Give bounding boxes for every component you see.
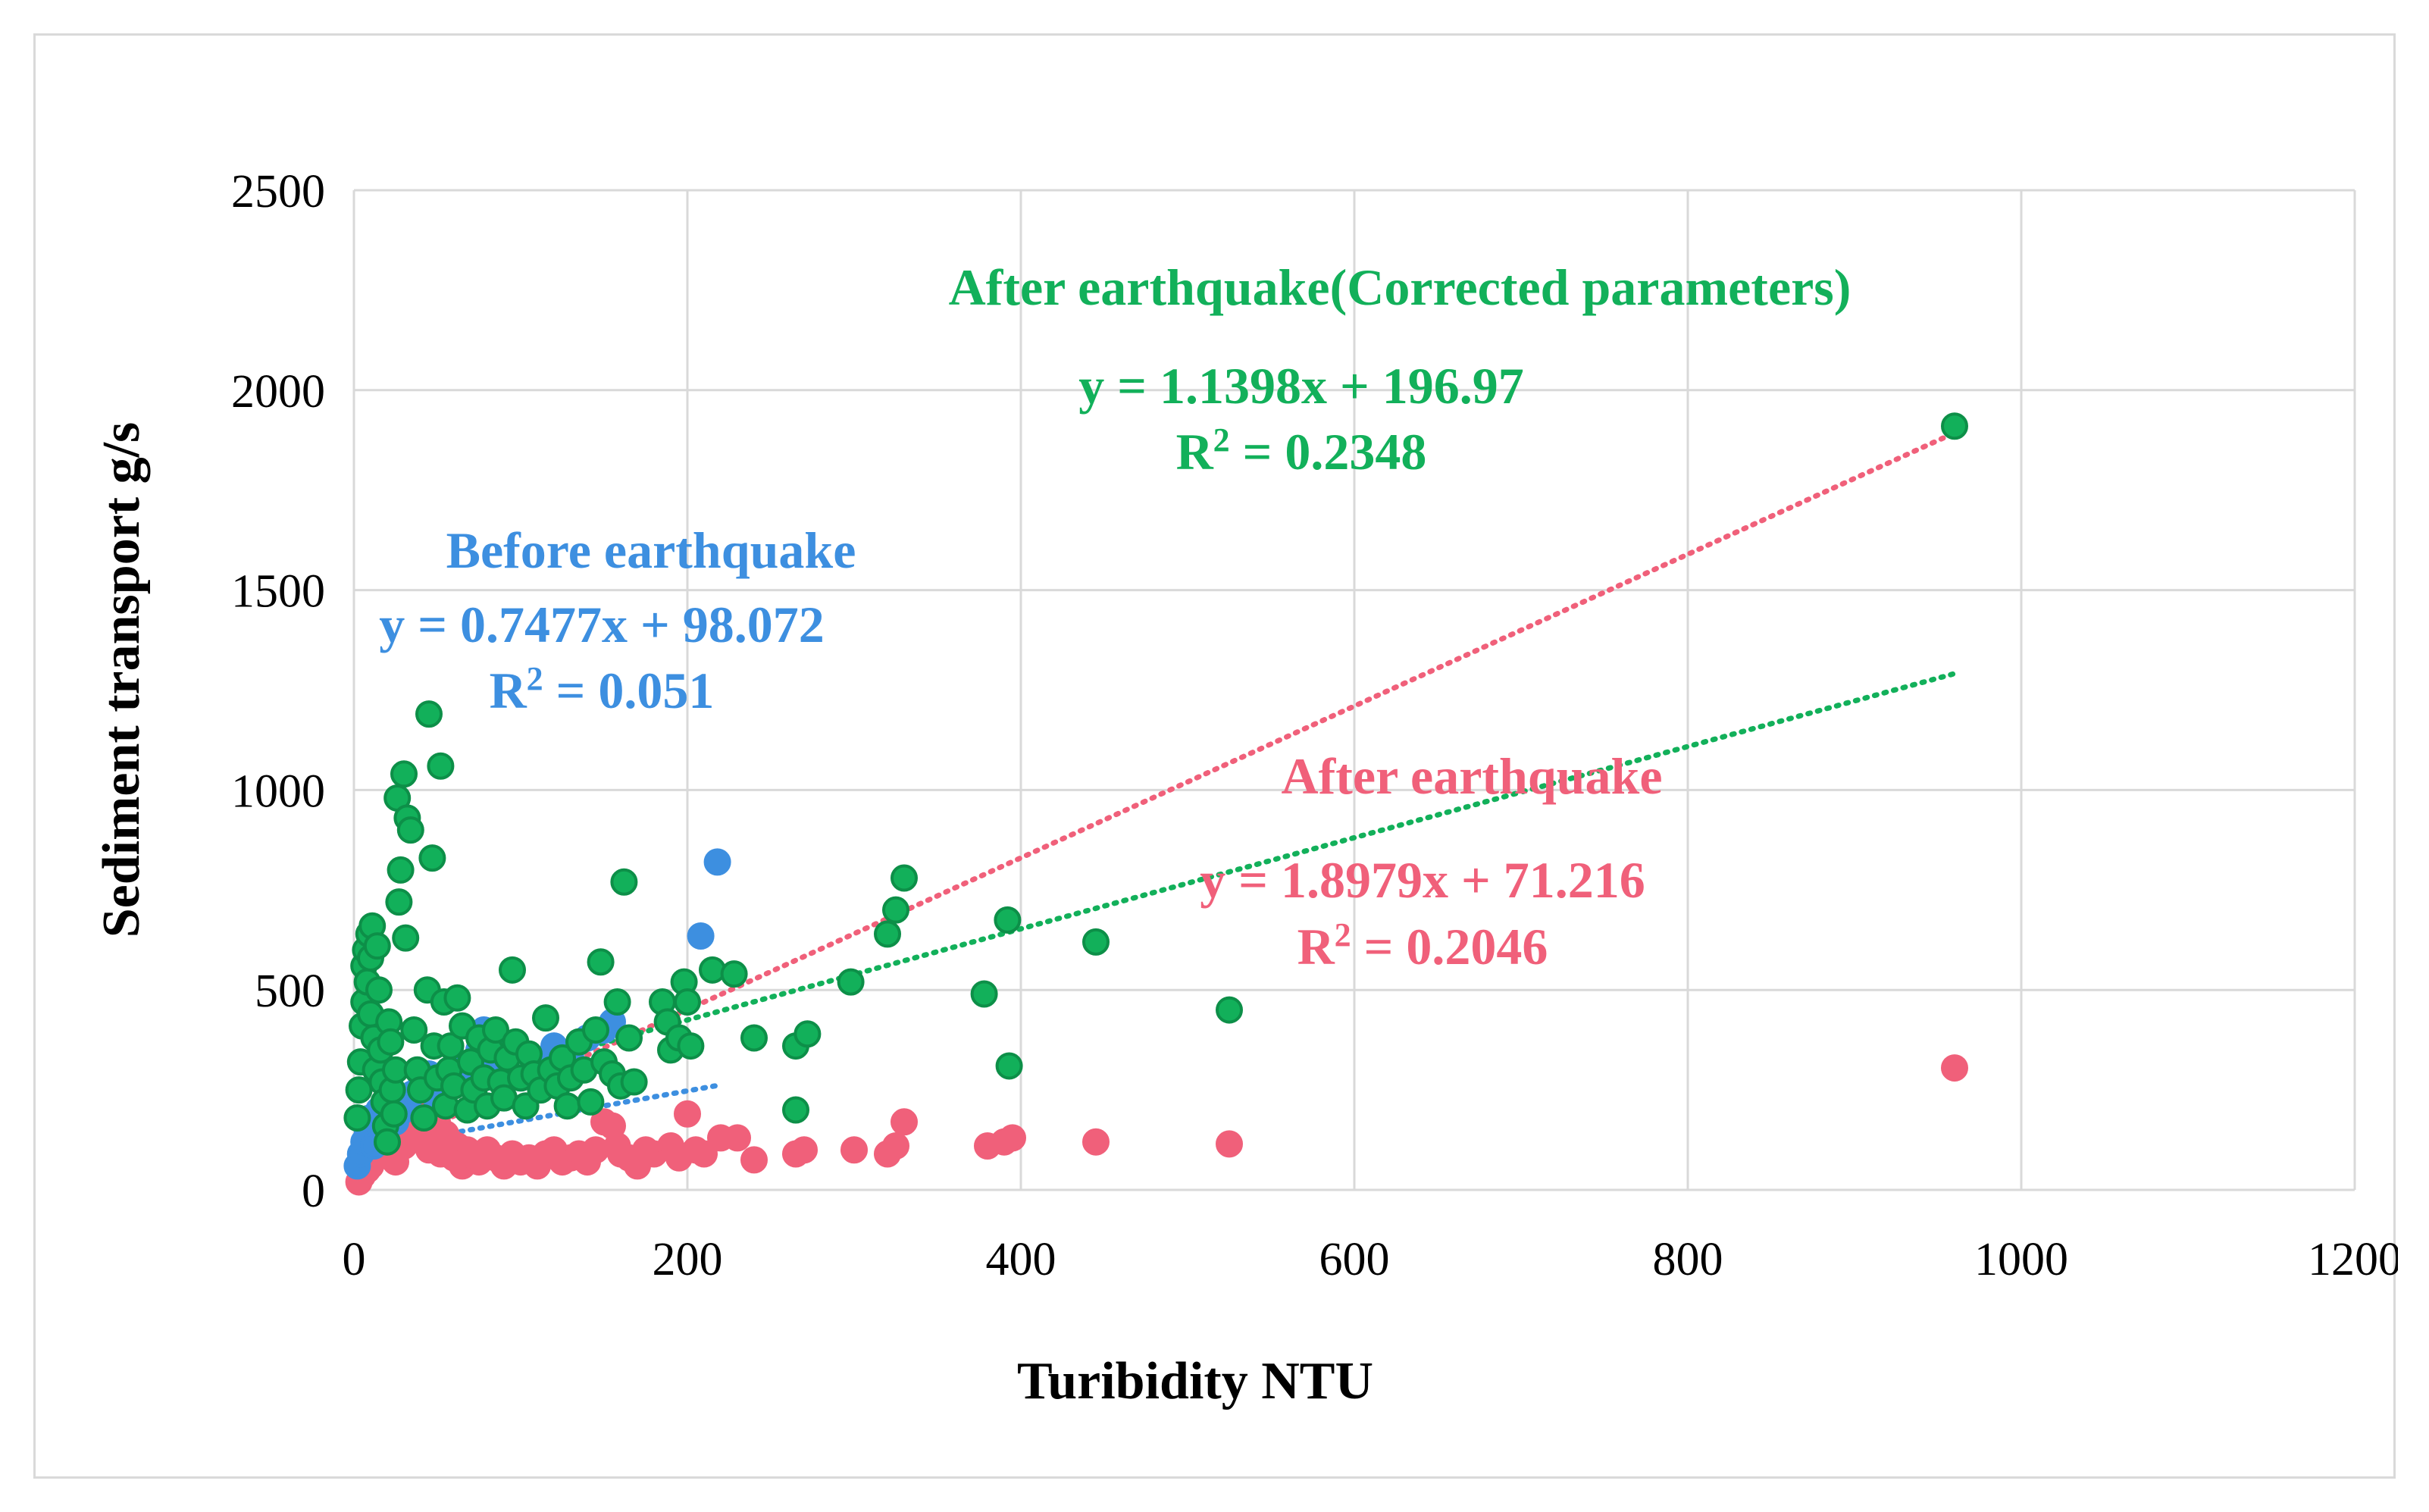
- corrected-parameters-point: [345, 1076, 373, 1104]
- y-tick-label: 2500: [231, 166, 325, 218]
- after-earthquake-point: [840, 1136, 868, 1164]
- after-earthquake-point: [1082, 1128, 1110, 1156]
- x-axis-title: Turibidity NTU: [1017, 1352, 1373, 1410]
- x-tick-label: 0: [343, 1234, 366, 1285]
- corrected-parameters-point: [385, 888, 413, 916]
- corrected-parameters-point: [415, 700, 443, 728]
- before-earthquake-point: [687, 922, 715, 950]
- y-tick-label: 500: [255, 966, 325, 1017]
- corrected-parameters-point: [874, 920, 901, 948]
- corrected-parameters-point: [443, 984, 471, 1012]
- corrected-parameters-point: [970, 980, 998, 1008]
- corrected-parameters-point: [427, 752, 455, 780]
- x-tick-label: 1000: [1974, 1234, 2068, 1285]
- after-series-equation: y = 1.8979x + 71.216: [1200, 851, 1645, 909]
- corrected-parameters-point: [418, 844, 446, 872]
- after-earthquake-point: [999, 1124, 1026, 1152]
- corrected-parameters-point: [553, 1092, 581, 1120]
- before-series-label: Before earthquake: [446, 521, 856, 579]
- corrected-parameters-point: [499, 956, 526, 984]
- corrected-parameters-point: [392, 924, 420, 952]
- before-series-equation: y = 0.7477x + 98.072: [379, 596, 825, 653]
- corrected-parameters-point: [740, 1024, 768, 1052]
- after-earthquake-point: [724, 1124, 751, 1152]
- corrected-parameters-point: [793, 1020, 822, 1048]
- corrected-parameters-point: [363, 932, 391, 960]
- corrected-parameters-point: [1941, 412, 1968, 440]
- corrected-parameters-point: [343, 1104, 371, 1132]
- after-series-r2: R2 = 0.2046: [1297, 916, 1548, 976]
- corrected-parameters-point: [782, 1096, 809, 1124]
- after-earthquake-point: [582, 1136, 609, 1164]
- corrected-parameters-point: [410, 1104, 438, 1132]
- corrected-parameters-point: [377, 1028, 405, 1056]
- grid-lines: [352, 189, 2356, 1191]
- corrected-parameters-point: [582, 1016, 609, 1044]
- corrected-parameters-point: [587, 948, 615, 976]
- corrected-parameters-point: [482, 1016, 509, 1044]
- x-tick-label: 600: [1319, 1234, 1390, 1285]
- corrected-series-equation: y = 1.1398x + 196.97: [1078, 357, 1524, 415]
- after-earthquake-point: [891, 1108, 918, 1136]
- corrected-parameters-point: [995, 1052, 1023, 1080]
- y-axis-title: Sediment transport g/s: [92, 422, 151, 938]
- scatter-chart: 0 200 400 600 800 1000 1200 0 500 1000 1500 2000 25…: [92, 166, 2399, 1410]
- x-tick-label: 1200: [2308, 1234, 2398, 1285]
- y-axis-ticks: 0 500 1000 1500 2000 2500: [231, 166, 325, 1217]
- y-tick-label: 0: [302, 1166, 325, 1217]
- corrected-parameters-point: [603, 988, 631, 1016]
- corrected-parameters-point: [1216, 996, 1243, 1024]
- corrected-parameters-point: [365, 976, 393, 1004]
- x-tick-label: 800: [1653, 1234, 1723, 1285]
- corrected-parameters-point: [620, 1068, 648, 1096]
- corrected-parameters-point: [891, 864, 918, 892]
- corrected-parameters-point: [396, 816, 424, 844]
- after-earthquake-point: [882, 1132, 909, 1160]
- after-earthquake-point: [740, 1146, 768, 1174]
- after-earthquake-point: [1941, 1054, 1968, 1082]
- after-series-label: After earthquake: [1282, 747, 1663, 805]
- corrected-parameters-point: [532, 1004, 559, 1032]
- corrected-parameters-point: [610, 868, 638, 896]
- corrected-parameters-point: [437, 1032, 465, 1060]
- corrected-parameters-point: [387, 856, 415, 884]
- corrected-parameters-point: [674, 988, 701, 1016]
- before-series-r2: R2 = 0.051: [490, 660, 715, 720]
- after-earthquake-point: [790, 1136, 818, 1164]
- corrected-parameters-point: [720, 960, 748, 988]
- corrected-parameters-point: [615, 1024, 643, 1052]
- corrected-parameters-point: [374, 1128, 401, 1156]
- x-tick-label: 400: [986, 1234, 1056, 1285]
- corrected-parameters-point: [380, 1100, 408, 1128]
- x-tick-label: 200: [653, 1234, 723, 1285]
- corrected-series-label: After earthquake(Corrected parameters): [949, 258, 1851, 316]
- corrected-series-r2: R2 = 0.2348: [1176, 421, 1427, 481]
- y-tick-label: 2000: [231, 366, 325, 418]
- after-earthquake-point: [1216, 1130, 1243, 1158]
- corrected-parameters-point: [400, 1016, 428, 1044]
- corrected-parameters-point: [994, 906, 1022, 934]
- after-earthquake-point: [674, 1100, 701, 1128]
- data-points: [343, 412, 1968, 1196]
- corrected-parameters-point: [1082, 928, 1110, 956]
- corrected-parameters-point: [882, 896, 909, 924]
- after-earthquake-point: [690, 1140, 718, 1168]
- y-tick-label: 1500: [231, 566, 325, 618]
- x-axis-ticks: 0 200 400 600 800 1000 1200: [343, 1234, 2399, 1285]
- before-earthquake-point: [703, 848, 731, 876]
- corrected-parameters-point: [837, 968, 865, 996]
- corrected-parameters-point: [677, 1032, 705, 1060]
- chart-frame: 0 200 400 600 800 1000 1200 0 500 1000 1500 2000 25…: [33, 33, 2399, 1479]
- corrected-parameters-point: [390, 760, 418, 788]
- y-tick-label: 1000: [231, 765, 325, 817]
- corrected-parameters-point: [699, 956, 726, 984]
- corrected-parameters-point: [577, 1088, 605, 1116]
